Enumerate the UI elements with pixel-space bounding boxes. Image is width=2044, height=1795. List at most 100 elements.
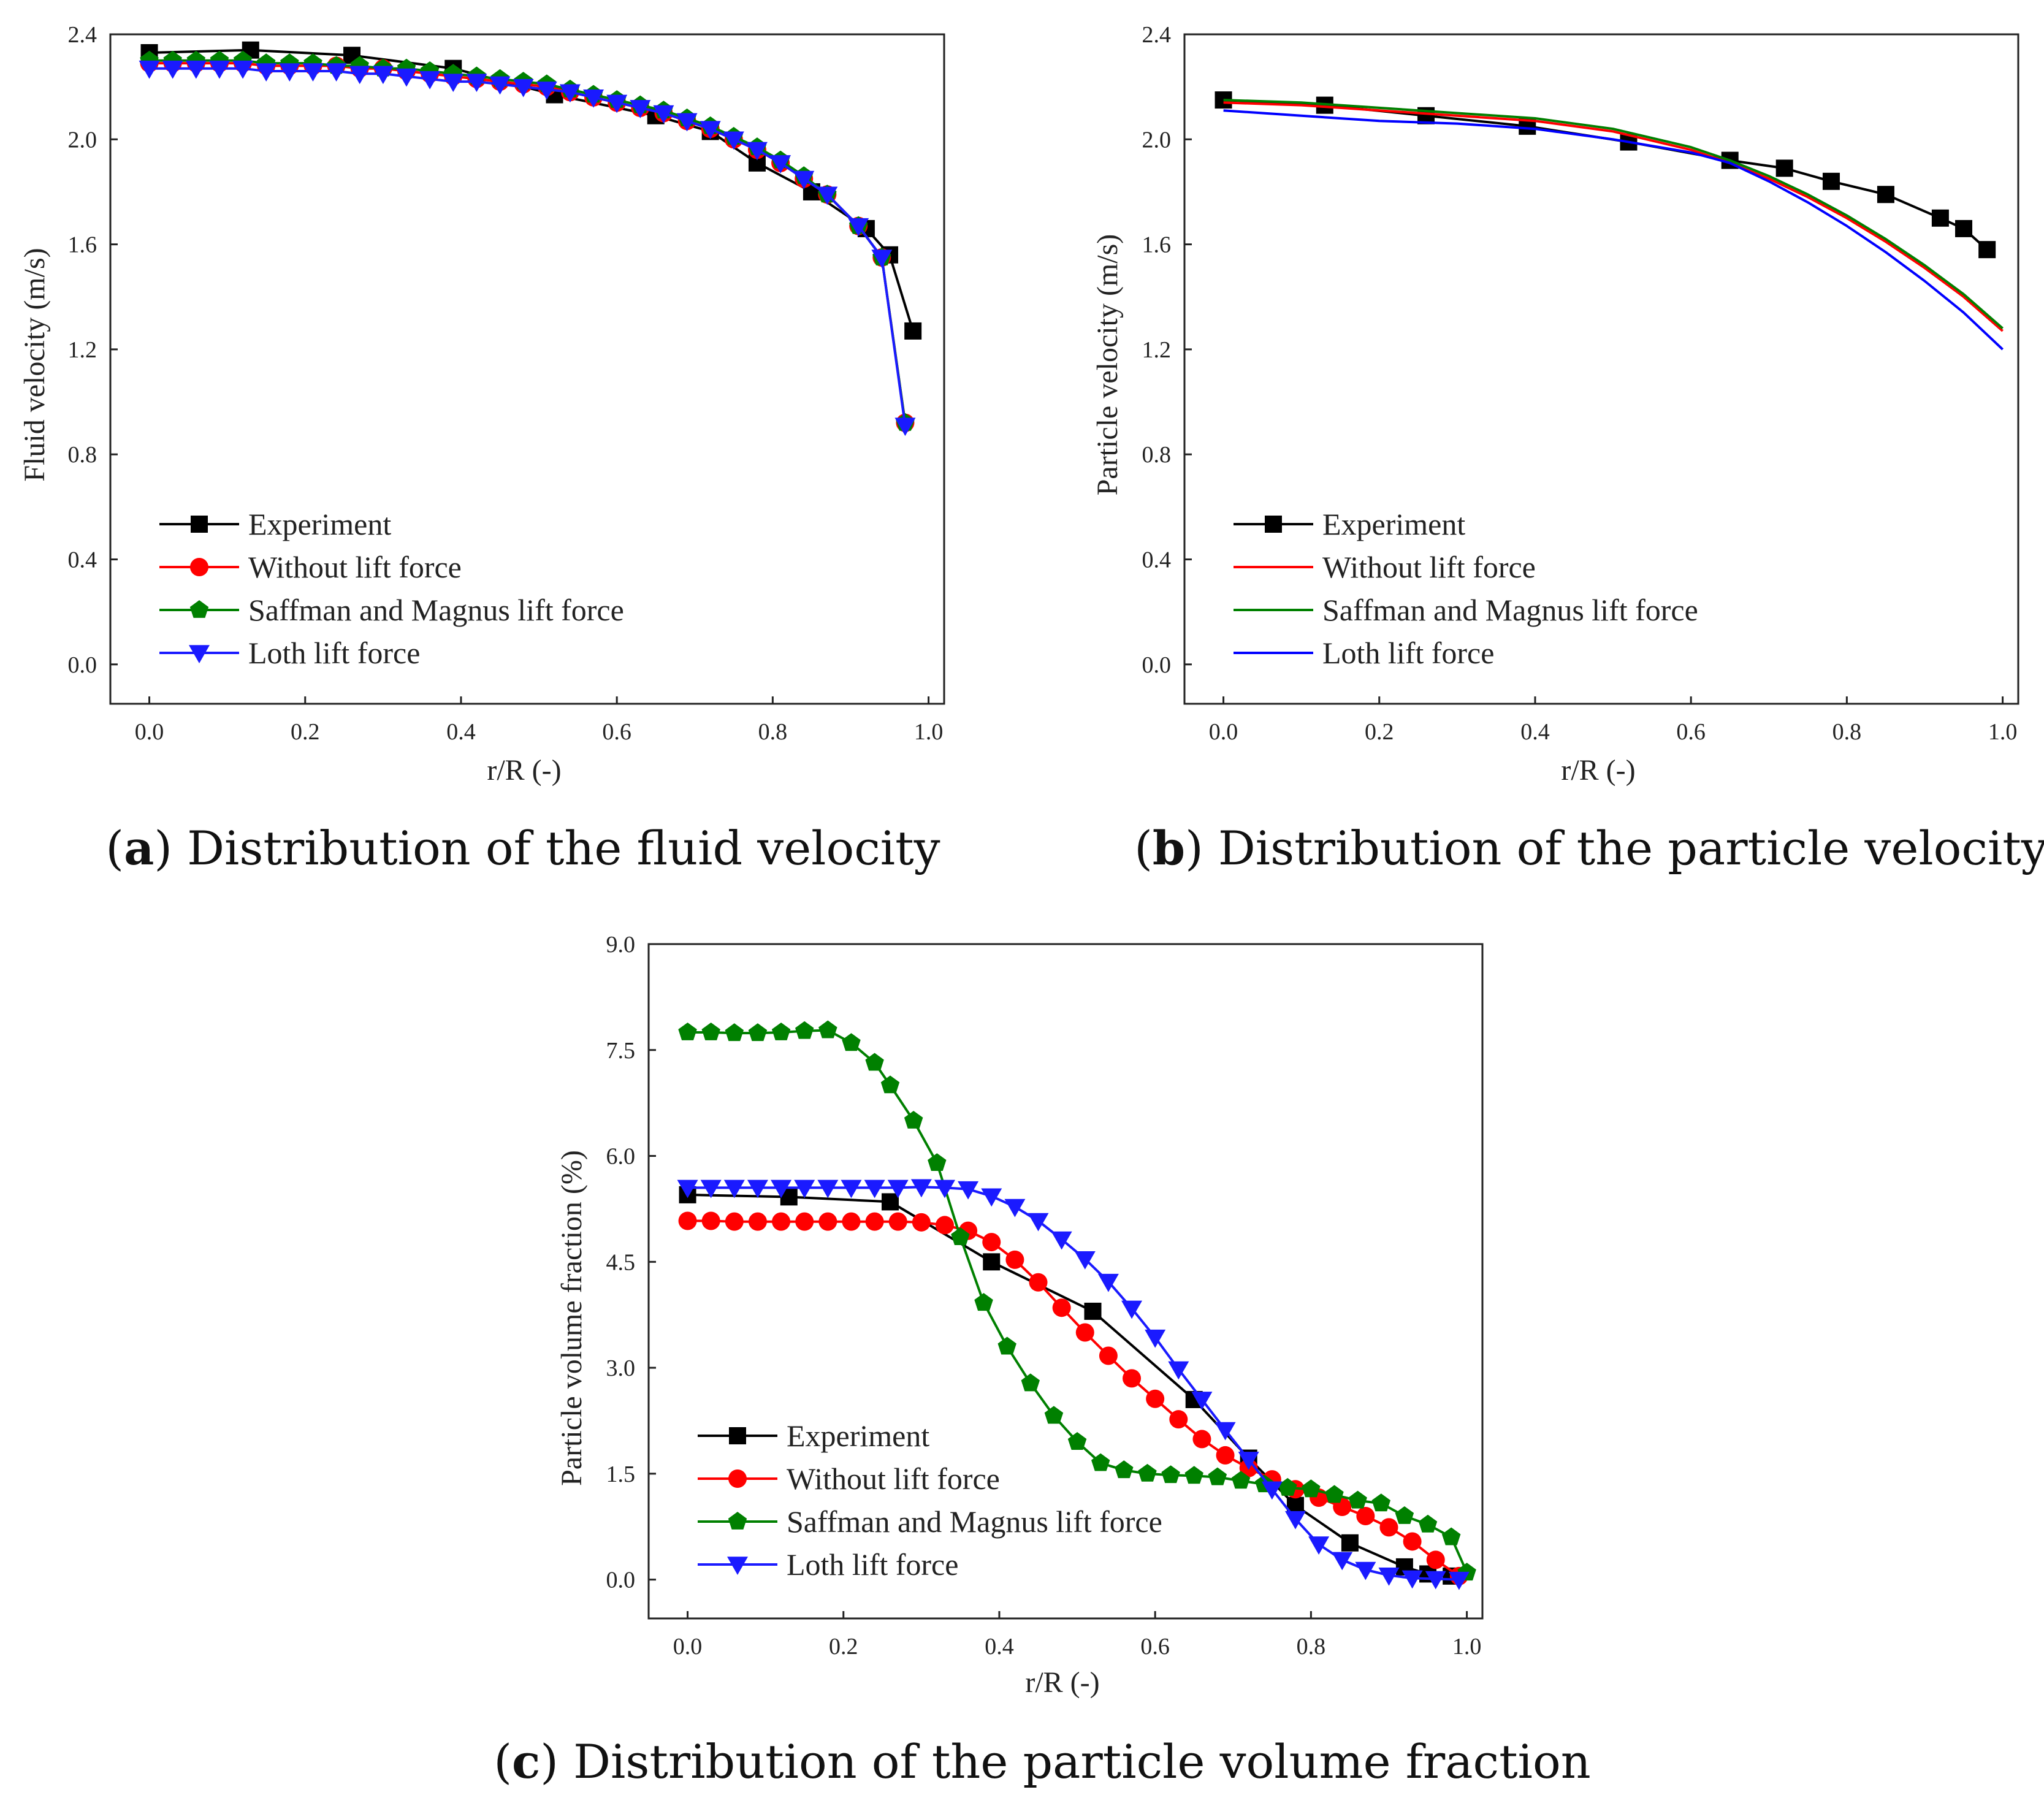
panel-b-series-3 <box>1223 109 2004 351</box>
panel-c-legend-marker <box>728 1512 747 1530</box>
panel-b-axes-frame <box>1183 33 2019 705</box>
panel-a-data-point <box>139 60 160 79</box>
panel-a-data-point <box>770 155 791 173</box>
panel-c-data-point <box>951 1227 970 1245</box>
panel-b-x-tick-label: 0.2 <box>1365 719 1394 745</box>
panel-c-data-point <box>1067 1432 1087 1450</box>
panel-b-y-tick-label: 2.0 <box>1142 127 1172 153</box>
panel-c-data-point <box>1028 1213 1049 1232</box>
panel-c-y-tick-label: 0.0 <box>606 1568 636 1593</box>
panel-a-data-point <box>676 113 698 132</box>
panel-c-data-point <box>1355 1561 1376 1580</box>
panel-c-data-point <box>1395 1506 1414 1524</box>
panel-b-x-tick-label: 0.8 <box>1832 719 1862 745</box>
panel-a-series-3 <box>139 60 916 436</box>
panel-c-data-point <box>981 1188 1002 1207</box>
panel-c-data-point <box>1075 1323 1094 1342</box>
panel-c-axes-frame <box>647 943 1484 1620</box>
panel-b-caption: (b) Distribution of the particle velocit… <box>1134 821 2044 875</box>
panel-c-data-point <box>1004 1199 1026 1218</box>
panel-a-data-point <box>256 63 277 82</box>
panel-c-data-point <box>1426 1550 1445 1569</box>
panel-c-data-point <box>1084 1302 1102 1320</box>
panel-c-data-point <box>912 1213 931 1232</box>
panel-a-x-tick-label: 0.4 <box>446 719 476 745</box>
panel-a-legend-marker <box>189 600 209 618</box>
panel-a-x-tick-label: 1.0 <box>914 719 944 745</box>
panel-c-data-point <box>772 1212 791 1231</box>
panel-c-data-point <box>1115 1460 1134 1479</box>
panel-a-data-point <box>848 218 869 237</box>
panel-a-y-tick-label: 1.6 <box>68 232 97 258</box>
panel-c-x-axis-label: r/R (-) <box>1025 1666 1099 1699</box>
panel-a-data-point <box>583 90 604 108</box>
panel-c-legend-label: Saffman and Magnus lift force <box>787 1504 1162 1539</box>
panel-a-data-point <box>653 105 674 124</box>
panel-c-data-point <box>928 1153 947 1171</box>
panel-c-data-point <box>997 1336 1016 1355</box>
panel-c-y-tick-label: 1.5 <box>606 1462 636 1487</box>
panel-b-y-tick-label: 0.0 <box>1142 652 1172 678</box>
panel-a-data-point <box>232 60 254 79</box>
panel-c-data-point <box>1401 1570 1423 1589</box>
panel-c-x-tick-label: 0.0 <box>673 1634 703 1660</box>
panel-a-data-point <box>559 84 581 103</box>
panel-c-data-point <box>887 1180 909 1199</box>
panel-a-data-point <box>326 63 347 82</box>
panel-b-y-tick-label: 1.6 <box>1142 232 1172 258</box>
panel-a-data-point <box>443 74 464 93</box>
panel-b-x-tick-label: 0.4 <box>1520 719 1550 745</box>
panel-c-data-point <box>983 1253 1001 1271</box>
panel-a-legend: Experiment Without lift force Saffman and … <box>159 507 624 670</box>
panel-a-data-point <box>185 60 207 79</box>
panel-c-caption: (c) Distribution of the particle volume … <box>494 1734 1590 1789</box>
panel-c-data-point <box>1029 1273 1048 1292</box>
panel-c-data-point <box>1208 1467 1227 1485</box>
panel-a-fluid-velocity: 0.0 0.2 0.4 0.6 0.8 1.0 0.0 0.4 0.8 1.2 1.6 2.0 2.4 E… <box>18 22 945 875</box>
panel-c-data-point <box>678 1023 697 1040</box>
panel-c-data-point <box>723 1180 745 1199</box>
panel-c-data-point <box>888 1212 907 1231</box>
panel-b-y-tick-label: 2.4 <box>1142 22 1172 48</box>
panel-c-data-point <box>1021 1373 1040 1392</box>
panel-c-data-point <box>974 1293 993 1311</box>
panel-c-x-tick-label: 0.6 <box>1140 1634 1170 1660</box>
panel-a-data-point <box>871 250 893 268</box>
panel-a-x-axis-label: r/R (-) <box>487 754 561 787</box>
panel-c-plot-area: 0.0 0.2 0.4 0.6 0.8 1.0 0.0 1.5 3.0 4.5 6.0 7.5 9.0 E… <box>606 932 1484 1660</box>
panel-b-legend-label: Loth lift force <box>1322 636 1494 670</box>
panel-c-data-point <box>1138 1463 1157 1482</box>
panel-a-legend-marker <box>189 645 210 663</box>
panel-a-y-tick-label: 1.2 <box>68 337 97 363</box>
panel-c-x-tick-label: 0.4 <box>985 1634 1014 1660</box>
panel-a-y-tick-label: 0.0 <box>68 652 97 678</box>
panel-c-y-tick-label: 7.5 <box>606 1038 636 1064</box>
panel-c-data-point <box>904 1111 923 1129</box>
panel-c-data-point <box>1418 1514 1438 1533</box>
panel-c-data-point <box>677 1180 698 1199</box>
panel-b-y-tick-label: 0.4 <box>1142 547 1172 573</box>
panel-c-data-point <box>1325 1485 1344 1503</box>
panel-c-y-tick-label: 4.5 <box>606 1249 636 1275</box>
panel-c-series-line <box>687 1186 1459 1581</box>
panel-a-data-point <box>536 82 557 100</box>
panel-c-data-point <box>1051 1231 1072 1250</box>
panel-b-data-point <box>1955 219 1973 237</box>
panel-c-data-point <box>1005 1250 1024 1269</box>
panel-a-caption-text: Distribution of the fluid velocity <box>187 821 940 875</box>
panel-a-data-point <box>894 417 916 436</box>
panel-c-data-point <box>1121 1300 1143 1319</box>
panel-c-data-point <box>1099 1346 1118 1365</box>
panel-c-data-point <box>678 1211 697 1230</box>
panel-c-data-point <box>1192 1430 1211 1449</box>
panel-a-data-point <box>630 100 651 118</box>
panel-a-legend-label: Saffman and Magnus lift force <box>248 593 624 627</box>
panel-b-series-line <box>1223 109 2004 351</box>
panel-c-data-point <box>818 1020 837 1039</box>
panel-c-x-tick-label: 1.0 <box>1452 1634 1482 1660</box>
panel-c-data-point <box>1441 1527 1461 1545</box>
panel-c-data-point <box>1231 1471 1251 1489</box>
panel-c-caption-text: Distribution of the particle volume frac… <box>573 1734 1591 1789</box>
